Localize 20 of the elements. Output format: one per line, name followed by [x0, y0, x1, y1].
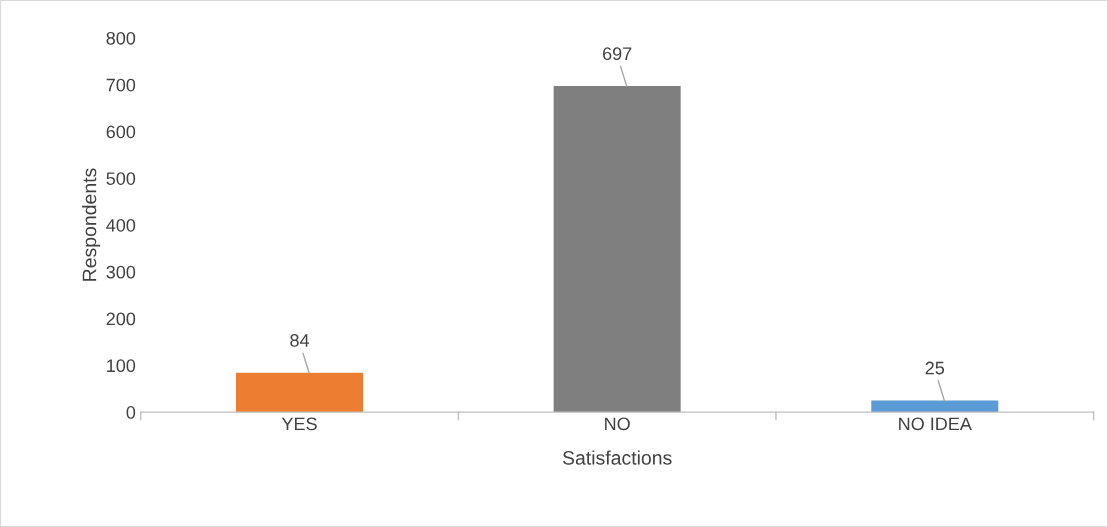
- bar: [236, 372, 364, 413]
- data-label: 697: [603, 47, 632, 61]
- bar: [553, 86, 681, 413]
- y-axis-title: Respondents: [82, 168, 101, 281]
- data-label: 84: [290, 334, 310, 347]
- x-tick-label: NO: [605, 417, 630, 431]
- y-tick-label: 700: [106, 78, 136, 92]
- x-tick-label: YES: [281, 417, 317, 431]
- x-axis-title: Satisfactions: [562, 450, 672, 465]
- y-tick-label: 500: [106, 172, 136, 185]
- y-tick-label: 400: [106, 218, 136, 232]
- y-tick-label: 600: [106, 125, 136, 139]
- x-tick-label: NO IDEA: [899, 417, 972, 431]
- y-tick-label: 0: [126, 406, 136, 419]
- y-tick-label: 800: [106, 31, 136, 45]
- y-tick-label: 100: [107, 359, 136, 373]
- y-tick-label: 200: [106, 312, 136, 326]
- bar: [871, 400, 999, 413]
- data-label: 25: [925, 361, 945, 375]
- y-tick-label: 300: [106, 265, 136, 279]
